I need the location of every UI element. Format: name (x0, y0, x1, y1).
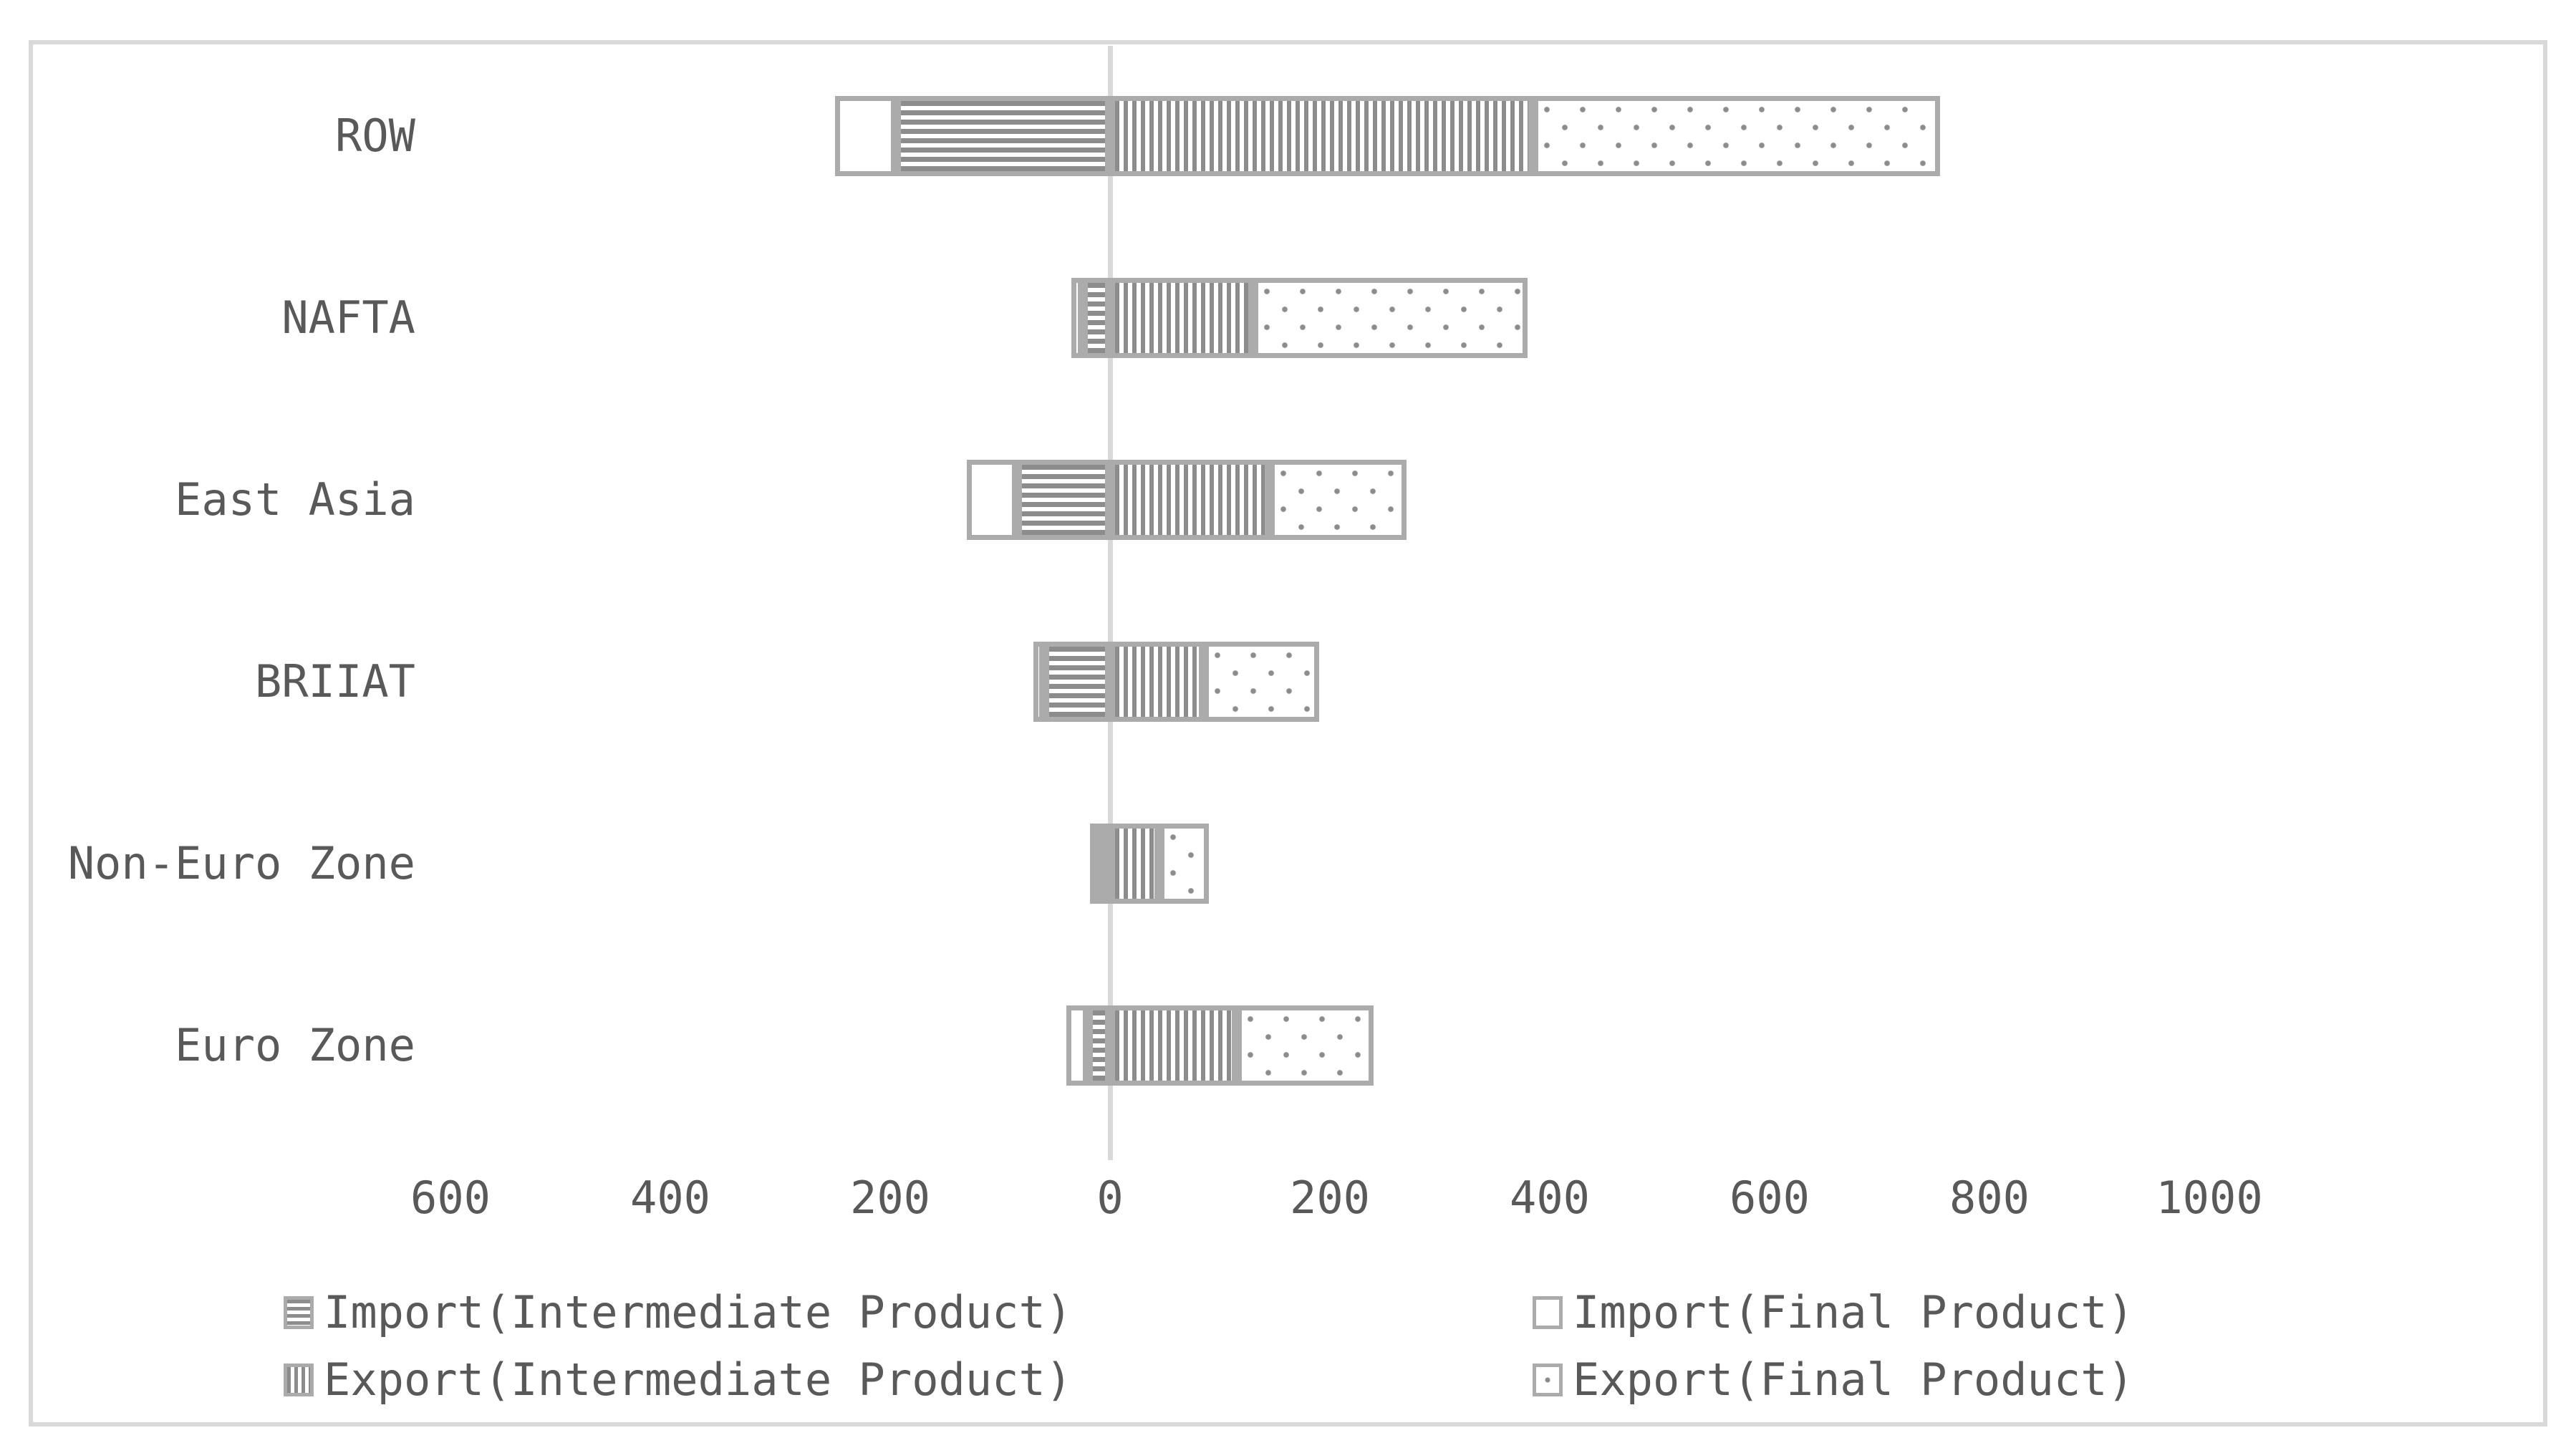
bar-segment-export-final-product-nafta[interactable] (1253, 278, 1528, 358)
x-tick-600: 600 (1730, 1172, 1810, 1224)
export-stack (1110, 824, 1210, 904)
category-label-euro-zone: Euro Zone (175, 1019, 415, 1071)
x-tick-800: 800 (1949, 1172, 2030, 1224)
bar-segment-export-final-product-row[interactable] (1533, 96, 1940, 176)
legend-swatch-dots-icon (1533, 1363, 1563, 1396)
bar-segment-import-intermediate-product-euro-zone[interactable] (1088, 1005, 1110, 1086)
bar-row-non-euro-zone: Non-Euro Zone (0, 824, 2576, 904)
bar-row-east-asia: East Asia (0, 460, 2576, 540)
export-stack (1110, 642, 1319, 722)
import-stack (1090, 824, 1110, 904)
legend-item-export-final-product[interactable]: Export(Final Product) (1533, 1346, 2134, 1414)
bar-row-euro-zone: Euro Zone (0, 1005, 2576, 1086)
bar-segment-import-final-product-euro-zone[interactable] (1066, 1005, 1089, 1086)
bar-segment-import-final-product-non-euro-zone[interactable] (1090, 824, 1100, 904)
zero-gridline (1108, 46, 1113, 1160)
x-tick-1000: 1000 (2156, 1172, 2263, 1224)
legend-item-import-intermediate-product[interactable]: Import(Intermediate Product) (284, 1279, 1533, 1346)
bar-segment-import-final-product-east-asia[interactable] (967, 460, 1017, 540)
category-label-non-euro-zone: Non-Euro Zone (67, 837, 415, 889)
bar-segment-import-final-product-briiat[interactable] (1033, 642, 1044, 722)
category-label-row: ROW (335, 110, 415, 162)
bar-row-nafta: NAFTA (0, 278, 2576, 358)
bar-segment-export-final-product-non-euro-zone[interactable] (1159, 824, 1210, 904)
export-stack (1110, 278, 1528, 358)
category-label-nafta: NAFTA (281, 291, 415, 344)
bar-segment-import-intermediate-product-east-asia[interactable] (1016, 460, 1110, 540)
x-tick-400: 400 (1510, 1172, 1590, 1224)
bar-row-briiat: BRIIAT (0, 642, 2576, 722)
legend-swatch-hlines-icon (284, 1296, 314, 1329)
import-stack (1071, 278, 1110, 358)
bar-segment-import-intermediate-product-nafta[interactable] (1082, 278, 1110, 358)
legend: Import(Intermediate Product) Import(Final… (284, 1279, 2134, 1414)
import-stack (835, 96, 1110, 176)
export-stack (1110, 460, 1407, 540)
legend-swatch-vlines-icon (284, 1363, 314, 1396)
bar-segment-export-intermediate-product-euro-zone[interactable] (1110, 1005, 1237, 1086)
bar-segment-export-intermediate-product-nafta[interactable] (1110, 278, 1253, 358)
import-stack (1033, 642, 1110, 722)
bar-segment-export-intermediate-product-non-euro-zone[interactable] (1110, 824, 1160, 904)
export-stack (1110, 96, 1940, 176)
bar-segment-export-intermediate-product-briiat[interactable] (1110, 642, 1204, 722)
x-tick-0: 0 (1096, 1172, 1124, 1224)
bar-segment-import-final-product-row[interactable] (835, 96, 896, 176)
legend-swatch-plain-icon (1533, 1296, 1563, 1329)
legend-label: Export(Intermediate Product) (324, 1353, 1073, 1406)
import-stack (967, 460, 1110, 540)
legend-label: Export(Final Product) (1573, 1353, 2134, 1406)
export-stack (1110, 1005, 1374, 1086)
chart-border (29, 40, 2547, 1427)
bar-segment-import-intermediate-product-briiat[interactable] (1043, 642, 1110, 722)
category-label-briiat: BRIIAT (255, 655, 415, 708)
bar-segment-export-final-product-east-asia[interactable] (1269, 460, 1407, 540)
bar-segment-export-final-product-briiat[interactable] (1203, 642, 1319, 722)
import-stack (1066, 1005, 1110, 1086)
category-label-east-asia: East Asia (175, 473, 415, 526)
bar-segment-import-intermediate-product-row[interactable] (895, 96, 1110, 176)
bar-row-row: ROW (0, 96, 2576, 176)
legend-item-import-final-product[interactable]: Import(Final Product) (1533, 1279, 2134, 1346)
x-tick-200-neg: 200 (850, 1172, 930, 1224)
x-tick-600-neg: 600 (410, 1172, 491, 1224)
bar-segment-export-intermediate-product-row[interactable] (1110, 96, 1533, 176)
bar-segment-import-final-product-nafta[interactable] (1071, 278, 1083, 358)
bar-segment-export-intermediate-product-east-asia[interactable] (1110, 460, 1270, 540)
legend-item-export-intermediate-product[interactable]: Export(Intermediate Product) (284, 1346, 1533, 1414)
bar-segment-import-intermediate-product-non-euro-zone[interactable] (1100, 824, 1110, 904)
x-tick-200: 200 (1290, 1172, 1370, 1224)
x-tick-400-neg: 400 (630, 1172, 710, 1224)
bar-segment-export-final-product-euro-zone[interactable] (1236, 1005, 1374, 1086)
legend-label: Import(Final Product) (1573, 1286, 2134, 1338)
legend-label: Import(Intermediate Product) (324, 1286, 1073, 1338)
